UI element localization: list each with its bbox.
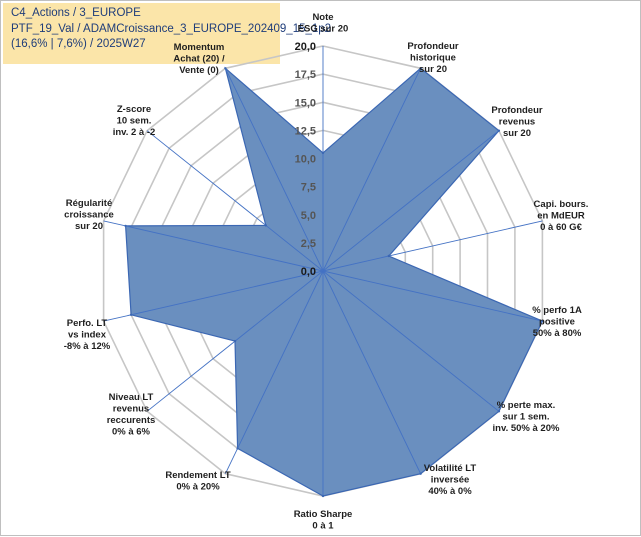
axis-label-line: Niveau LT <box>109 392 154 403</box>
axis-label-line: Profondeur <box>407 41 458 52</box>
axis-label-line: 50% à 80% <box>533 328 582 339</box>
info-line-category: C4_Actions / 3_EUROPE <box>11 7 141 19</box>
axis-label-line: reccurents <box>107 415 156 426</box>
data-point <box>419 472 422 475</box>
axis-label-line: % perte max. <box>497 400 556 411</box>
axis-spoke <box>103 270 324 322</box>
axis-spoke <box>322 270 422 474</box>
axis-label: % perfo 1A positive 50% à 80% <box>532 305 582 339</box>
data-point <box>321 494 325 498</box>
axis-label-line: -8% à 12% <box>64 341 111 352</box>
axis-label-line: en MdEUR <box>537 211 585 222</box>
data-point <box>387 254 390 258</box>
data-point <box>233 339 237 343</box>
axis-label-line: sur 20 <box>503 128 531 139</box>
axis-label-line: Profondeur <box>491 105 542 116</box>
axis-label: Régularité croissance sur 20 <box>64 198 114 232</box>
axis-label-line: 0% à 6% <box>112 427 151 438</box>
portfolio-info-box: C4_Actions / 3_EUROPE PTF_19_Val / ADAMC… <box>3 3 332 64</box>
axis-label: Profondeur revenus sur 20 <box>491 105 542 139</box>
radial-tick-label: 12,5 <box>295 125 316 137</box>
axis-label-line: Vente (0) <box>179 65 219 76</box>
axis-label-line: Achat (20) / <box>173 54 225 65</box>
axis-label-line: Régularité <box>66 198 112 209</box>
radial-tick-label: 20,0 <box>295 41 316 53</box>
axis-label-line: Z-score <box>117 104 151 115</box>
radial-tick-label: 10,0 <box>295 154 316 166</box>
data-point <box>129 313 133 316</box>
axis-label-line: Volatilité LT <box>424 463 477 474</box>
data-point <box>264 224 267 227</box>
data-point <box>497 129 501 132</box>
axis-spoke <box>322 270 500 412</box>
axis-label: Volatilité LT inversée 40% à 0% <box>424 463 477 497</box>
axis-spoke <box>146 130 324 272</box>
axis-label-line: inv. 2 à -2 <box>113 127 156 138</box>
axis-label: Niveau LT revenus reccurents 0% à 6% <box>107 392 156 438</box>
axis-label-line: revenus <box>499 117 535 128</box>
data-point <box>419 67 422 70</box>
radial-tick-label: 15,0 <box>295 97 316 109</box>
axis-label-line: % perfo 1A <box>532 305 582 316</box>
radial-tick-label: 0,0 <box>301 266 316 278</box>
data-point <box>497 410 501 413</box>
radial-tick-label: 2,5 <box>301 238 316 250</box>
axis-label: Z-score 10 sem. inv. 2 à -2 <box>113 104 156 138</box>
axis-label-line: Rendement LT <box>165 470 230 481</box>
axis-spoke <box>103 220 324 272</box>
data-point <box>224 67 227 70</box>
data-point <box>236 447 239 450</box>
radial-tick-label: 17,5 <box>295 69 316 81</box>
axis-label-line: inv. 50% à 20% <box>493 423 560 434</box>
axis-label-line: 0% à 20% <box>176 482 220 493</box>
data-point <box>541 319 544 323</box>
axis-label-line: ESG sur 20 <box>298 24 349 35</box>
axis-label: Perfo. LT vs index -8% à 12% <box>64 318 111 352</box>
axis-label-line: Momentum <box>174 42 225 53</box>
axis-label: Rendement LT 0% à 20% <box>165 470 230 493</box>
data-point <box>321 151 325 155</box>
axis-spoke <box>322 220 543 272</box>
axis-label-line: sur 1 sem. <box>503 412 550 423</box>
axis-label-line: sur 20 <box>419 64 447 75</box>
axis-spoke <box>322 270 543 322</box>
axis-label-line: revenus <box>113 404 149 415</box>
axis-spoke <box>322 130 500 272</box>
axis-label: Ratio Sharpe 0 à 1 <box>294 509 353 532</box>
radial-tick-label: 5,0 <box>301 210 316 222</box>
axis-label-line: Ratio Sharpe <box>294 509 353 520</box>
axis-label-line: 0 à 60 G€ <box>540 222 582 233</box>
axis-label-line: 40% à 0% <box>428 486 472 497</box>
axis-label-line: inversée <box>431 475 470 486</box>
axis-spoke <box>224 68 324 272</box>
info-line-portfolio: PTF_19_Val / ADAMCroissance_3_EUROPE_202… <box>11 22 332 35</box>
axis-label-line: Note <box>312 12 333 23</box>
axis-label-line: sur 20 <box>75 221 103 232</box>
axis-label-line: vs index <box>68 330 107 341</box>
axis-label-line: 0 à 1 <box>312 521 334 532</box>
axis-label-line: croissance <box>64 210 114 221</box>
axis-label-line: Capi. bours. <box>534 199 589 210</box>
axis-label-line: historique <box>410 53 456 64</box>
axis-label: Note ESG sur 20 <box>298 12 349 35</box>
axis-spoke <box>224 270 324 474</box>
axis-label-line: Perfo. LT <box>67 318 108 329</box>
info-line-performance: (16,6% | 7,6%) / 2025W27 <box>11 38 146 50</box>
axis-label-line: 10 sem. <box>117 116 152 127</box>
axis-label: % perte max. sur 1 sem. inv. 50% à 20% <box>493 400 560 434</box>
axis-label: Capi. bours. en MdEUR 0 à 60 G€ <box>534 199 589 233</box>
axis-label-line: positive <box>539 317 575 328</box>
radial-tick-label: 7,5 <box>301 182 316 194</box>
data-point <box>124 224 127 228</box>
axis-label: Momentum Achat (20) / Vente (0) <box>173 42 225 76</box>
axis-label: Profondeur historique sur 20 <box>407 41 458 75</box>
axis-spoke <box>322 68 422 272</box>
